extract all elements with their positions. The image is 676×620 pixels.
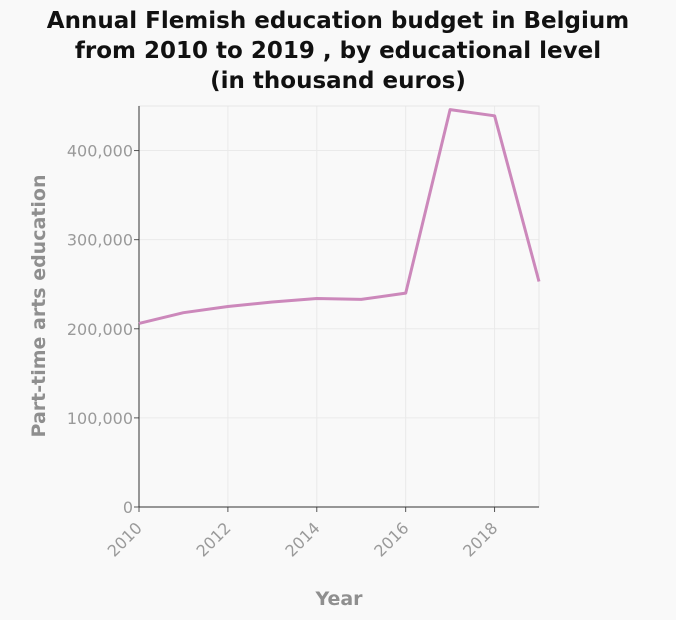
x-tick-label: 2016 bbox=[370, 518, 412, 560]
x-tick-label: 2018 bbox=[459, 518, 501, 560]
y-tick-labels: 0 100,000 200,000 300,000 400,000 bbox=[67, 142, 133, 517]
y-tick-label: 200,000 bbox=[67, 320, 133, 339]
plot-frame bbox=[138, 105, 540, 508]
y-tick-label: 300,000 bbox=[67, 231, 133, 250]
chart-title-line-1: Annual Flemish education budget in Belgi… bbox=[46, 8, 630, 34]
x-tick-label: 2012 bbox=[192, 518, 234, 560]
y-axis-title: Part-time arts education bbox=[28, 175, 50, 438]
x-tick-label: 2014 bbox=[281, 518, 323, 560]
axes bbox=[134, 105, 540, 512]
chart-title-line-3: (in thousand euros) bbox=[210, 68, 466, 94]
grid bbox=[139, 106, 539, 507]
series bbox=[138, 108, 541, 325]
chart-title-line-2: from 2010 to 2019 , by educational level bbox=[74, 38, 602, 64]
y-tick-label: 400,000 bbox=[67, 142, 133, 161]
y-tick-label: 100,000 bbox=[67, 409, 133, 428]
series-line bbox=[138, 108, 541, 325]
x-axis-title: Year bbox=[314, 588, 363, 610]
x-tick-labels: 2010 2012 2014 2016 2018 bbox=[104, 518, 502, 560]
x-tick-label: 2010 bbox=[104, 518, 146, 560]
y-tick-label: 0 bbox=[123, 498, 133, 517]
